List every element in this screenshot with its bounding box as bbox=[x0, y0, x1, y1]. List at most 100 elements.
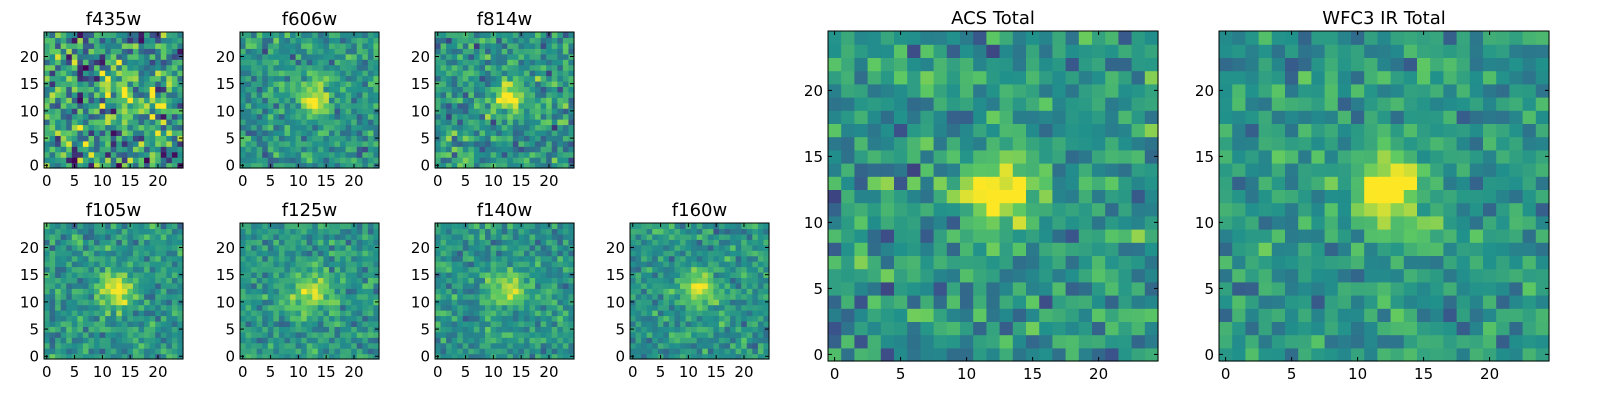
heatmap-cell bbox=[345, 304, 352, 311]
heatmap-cell bbox=[485, 86, 492, 93]
heatmap-cell bbox=[116, 32, 123, 39]
heatmap-cell bbox=[718, 233, 726, 240]
heatmap-cell bbox=[149, 261, 156, 268]
heatmap-cell bbox=[160, 86, 167, 93]
heatmap-cell bbox=[127, 261, 134, 268]
heatmap-cell bbox=[960, 281, 974, 296]
heatmap-cell bbox=[166, 233, 173, 240]
heatmap-cell bbox=[702, 310, 709, 317]
heatmap-cell bbox=[894, 229, 908, 243]
heatmap-cell bbox=[446, 97, 453, 104]
heatmap-cell bbox=[867, 189, 882, 204]
heatmap-cell bbox=[77, 113, 84, 120]
heatmap-cell bbox=[986, 281, 1001, 296]
heatmap-cell bbox=[451, 86, 458, 93]
heatmap-cell bbox=[718, 239, 726, 246]
heatmap-cell bbox=[82, 261, 90, 268]
heatmap-cell bbox=[278, 266, 286, 273]
heatmap-cell bbox=[356, 299, 363, 306]
heatmap-cell bbox=[99, 244, 106, 251]
heatmap-cell bbox=[256, 293, 263, 300]
heatmap-cell bbox=[462, 37, 469, 44]
heatmap-cell bbox=[306, 233, 313, 240]
heatmap-cell bbox=[278, 53, 286, 60]
heatmap-cell bbox=[82, 86, 90, 93]
heatmap-cell bbox=[88, 342, 95, 349]
heatmap-cell bbox=[138, 108, 145, 115]
heatmap-cell bbox=[110, 250, 117, 257]
heatmap-cell bbox=[278, 326, 286, 333]
heatmap-cell bbox=[367, 239, 375, 246]
heatmap-cell bbox=[473, 288, 481, 295]
heatmap-cell bbox=[60, 223, 67, 230]
heatmap-cell bbox=[735, 326, 742, 333]
heatmap-cell bbox=[77, 129, 84, 136]
heatmap-cell bbox=[284, 239, 291, 246]
heatmap-cell bbox=[451, 348, 458, 355]
heatmap-cell bbox=[262, 250, 269, 257]
heatmap-cell bbox=[468, 228, 475, 235]
heatmap-cell bbox=[132, 315, 140, 322]
heatmap-cell bbox=[551, 353, 558, 360]
heatmap-cell bbox=[367, 135, 375, 142]
heatmap-cell bbox=[166, 32, 173, 39]
heatmap-cell bbox=[562, 102, 570, 109]
heatmap-cell bbox=[362, 353, 369, 360]
heatmap-cell bbox=[138, 86, 145, 93]
heatmap-cell bbox=[1039, 149, 1053, 164]
heatmap-cell bbox=[340, 331, 347, 338]
heatmap-cell bbox=[540, 320, 547, 327]
heatmap-cell bbox=[518, 59, 525, 66]
heatmap-cell bbox=[1012, 281, 1027, 296]
heatmap-cell bbox=[306, 70, 313, 77]
heatmap-cell bbox=[741, 244, 748, 251]
heatmap-cell bbox=[718, 271, 726, 278]
heatmap-cell bbox=[468, 277, 475, 284]
heatmap-cell bbox=[523, 135, 531, 142]
heatmap-cell bbox=[240, 151, 247, 158]
heatmap-cell bbox=[306, 151, 313, 158]
heatmap-cell bbox=[457, 244, 464, 251]
heatmap-cell bbox=[457, 124, 464, 131]
heatmap-cell bbox=[496, 261, 503, 268]
heatmap-cell bbox=[518, 348, 525, 355]
heatmap-cell bbox=[373, 239, 380, 246]
heatmap-cell bbox=[251, 326, 258, 333]
heatmap-cell bbox=[551, 64, 558, 71]
heatmap-cell bbox=[529, 75, 536, 82]
heatmap-cell bbox=[551, 108, 558, 115]
heatmap-cell bbox=[1092, 242, 1106, 256]
heatmap-cell bbox=[523, 42, 531, 49]
heatmap-cell bbox=[351, 48, 358, 55]
heatmap-cell bbox=[273, 310, 280, 317]
heatmap-cell bbox=[138, 140, 145, 147]
heatmap-cell bbox=[674, 271, 681, 278]
heatmap-cell bbox=[334, 53, 341, 60]
heatmap-cell bbox=[746, 239, 753, 246]
heatmap-cell bbox=[351, 244, 358, 251]
heatmap-cell bbox=[1065, 281, 1080, 296]
heatmap-cell bbox=[149, 75, 156, 82]
heatmap-cell bbox=[290, 353, 297, 360]
heatmap-cell bbox=[127, 348, 134, 355]
heatmap-cell bbox=[668, 288, 676, 295]
heatmap-cell bbox=[663, 342, 670, 349]
heatmap-cell bbox=[323, 59, 330, 66]
heatmap-cell bbox=[166, 288, 173, 295]
heatmap-cell bbox=[451, 271, 458, 278]
heatmap-cell bbox=[171, 37, 179, 44]
heatmap-cell bbox=[295, 37, 302, 44]
heatmap-cell bbox=[240, 255, 247, 262]
heatmap-cell bbox=[317, 32, 324, 39]
heatmap-cell bbox=[440, 162, 447, 169]
heatmap-cell bbox=[77, 233, 84, 240]
heatmap-cell bbox=[507, 353, 514, 360]
heatmap-cell bbox=[273, 129, 280, 136]
heatmap-cell bbox=[933, 308, 948, 322]
heatmap-cell bbox=[105, 97, 112, 104]
heatmap-cell bbox=[284, 102, 291, 109]
heatmap-cell bbox=[144, 261, 151, 268]
heatmap-cell bbox=[451, 70, 458, 77]
heatmap-cell bbox=[680, 223, 687, 230]
heatmap-cell bbox=[99, 119, 106, 126]
